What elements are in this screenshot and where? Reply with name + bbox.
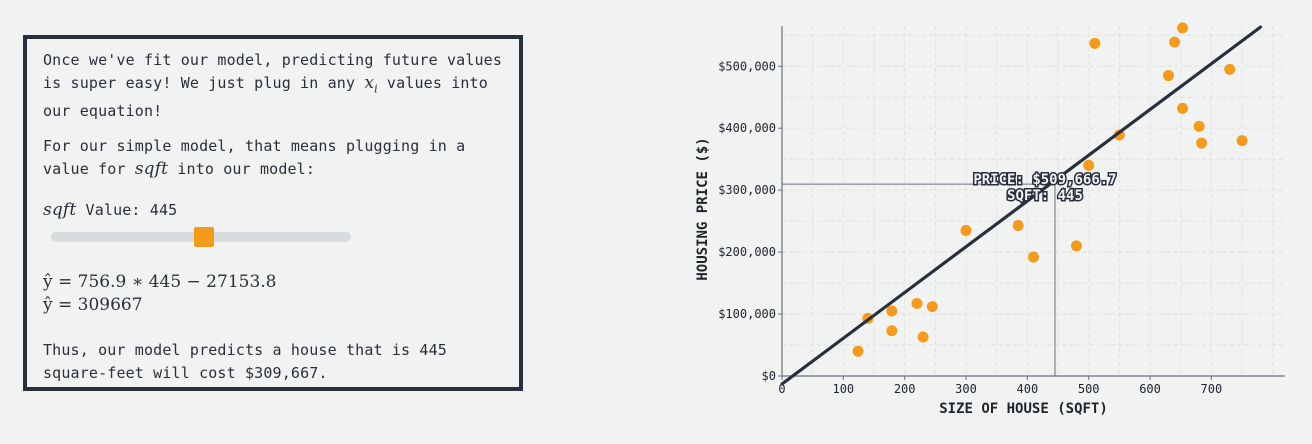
y-tick-label: $0 — [762, 369, 776, 383]
model-paragraph: For our simple model, that means pluggin… — [43, 135, 513, 180]
data-point — [926, 301, 938, 313]
conclusion-paragraph: Thus, our model predicts a house that is… — [43, 339, 513, 384]
sqft-variable: sqft — [134, 158, 169, 179]
explainer-panel: Once we've fit our model, predicting fut… — [23, 35, 523, 391]
prediction-sqft-label: SQFT: 445 — [1007, 188, 1083, 204]
intro-paragraph: Once we've fit our model, predicting fut… — [43, 49, 513, 123]
data-point — [1193, 120, 1205, 132]
y-tick-label: $300,000 — [718, 183, 776, 197]
data-point — [1070, 240, 1082, 252]
conclusion-text-2: square-feet will cost — [43, 363, 245, 382]
ticks: 0 100 200 300 400 500 600 700 $0 $100,000 $200,000… — [718, 59, 1222, 396]
conclusion-sqft: 445 — [419, 341, 447, 359]
data-point — [1236, 135, 1248, 147]
data-point — [911, 298, 923, 310]
slider-thumb[interactable] — [194, 227, 215, 247]
x-axis-label: SIZE OF HOUSE (SQFT) — [939, 401, 1108, 417]
data-point — [917, 331, 929, 343]
xi-var: x — [364, 72, 375, 93]
equation-line-2: ŷ = 309667 — [43, 295, 143, 315]
data-point — [852, 345, 864, 357]
x-tick-label: 500 — [1078, 382, 1100, 396]
axes — [781, 26, 1285, 377]
x-tick-label: 300 — [955, 382, 977, 396]
prediction-guides — [782, 183, 1056, 376]
data-point — [1196, 137, 1208, 149]
x-tick-label: 700 — [1201, 382, 1223, 396]
data-point — [886, 325, 898, 337]
data-point — [960, 224, 972, 236]
data-point — [1177, 102, 1189, 114]
y-axis-label: HOUSING PRICE ($) — [695, 137, 711, 280]
model-text-2: into our model: — [168, 159, 316, 178]
data-point — [1083, 159, 1095, 171]
intro-text-2: values into our equation! — [43, 73, 488, 121]
data-point — [1224, 63, 1236, 75]
conclusion-price: $309,667 — [244, 363, 319, 382]
y-tick-label: $200,000 — [718, 245, 776, 259]
regression-line — [780, 25, 1263, 386]
y-tick-label: $100,000 — [718, 307, 776, 321]
slider-var: sqft — [43, 200, 77, 220]
data-point — [1169, 36, 1181, 48]
data-point — [1162, 70, 1174, 82]
x-tick-label: 400 — [1017, 382, 1039, 396]
data-point — [1089, 37, 1101, 49]
data-point — [1012, 219, 1024, 231]
data-point — [886, 305, 898, 317]
x-tick-label: 200 — [894, 382, 916, 396]
x-tick-label: 600 — [1139, 382, 1161, 396]
scatter-chart: 0 100 200 300 400 500 600 700 $0 $100,000 $200,000… — [695, 22, 1285, 417]
conclusion-text-1: Thus, our model predicts a house that is — [43, 341, 420, 359]
prediction-price-label: PRICE: $509,666.7 — [973, 172, 1116, 188]
grid — [782, 26, 1285, 376]
conclusion-period: . — [318, 363, 328, 382]
sqft-slider[interactable] — [51, 227, 351, 247]
y-tick-label: $400,000 — [718, 121, 776, 135]
equation-line-1: ŷ = 756.9 ∗ 445 − 27153.8 — [43, 272, 277, 292]
regression-line-path — [780, 25, 1263, 386]
slider-label: sqft Value: 445 — [43, 199, 513, 222]
slider-label-text: Value: — [76, 201, 150, 219]
slider-value: 445 — [149, 201, 178, 219]
x-tick-label: 100 — [832, 382, 854, 396]
xi-variable: xi — [364, 72, 378, 95]
model-text-1: For our simple model, that means pluggin… — [43, 137, 466, 178]
data-point — [1177, 22, 1189, 34]
x-tick-label: 0 — [778, 382, 785, 396]
xi-subscript: i — [374, 81, 378, 95]
y-tick-label: $500,000 — [718, 59, 776, 73]
intro-text-1: Once we've fit our model, predicting fut… — [43, 51, 503, 92]
data-point — [1028, 251, 1039, 263]
